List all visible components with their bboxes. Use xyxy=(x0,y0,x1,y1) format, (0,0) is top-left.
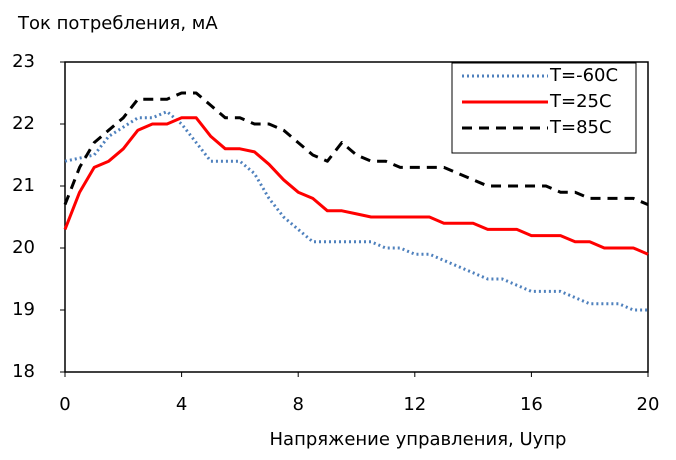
x-tick-label: 8 xyxy=(292,394,303,415)
x-tick-label: 12 xyxy=(403,394,426,415)
y-tick-label: 20 xyxy=(12,237,35,258)
plot-frame xyxy=(64,61,649,373)
chart-title: Ток потребления, мА xyxy=(17,13,218,34)
legend-label: T=-60C xyxy=(549,65,618,86)
legend-label: T=85C xyxy=(549,117,612,138)
legend-label: T=25C xyxy=(549,91,612,112)
legend-box xyxy=(451,62,637,154)
series-line xyxy=(63,91,649,206)
x-tick-label: 4 xyxy=(176,394,187,415)
x-tick-label: 16 xyxy=(520,394,543,415)
y-tick-label: 18 xyxy=(12,361,35,382)
x-axis-label: Напряжение управления, Uупр xyxy=(270,429,567,450)
series-line xyxy=(63,116,649,256)
x-tick-label: 20 xyxy=(637,394,660,415)
y-tick-label: 22 xyxy=(12,113,35,134)
y-tick-label: 23 xyxy=(12,51,35,72)
series-line xyxy=(64,110,648,312)
y-tick-label: 21 xyxy=(12,175,35,196)
y-tick-label: 19 xyxy=(12,299,35,320)
x-tick-label: 0 xyxy=(59,394,70,415)
